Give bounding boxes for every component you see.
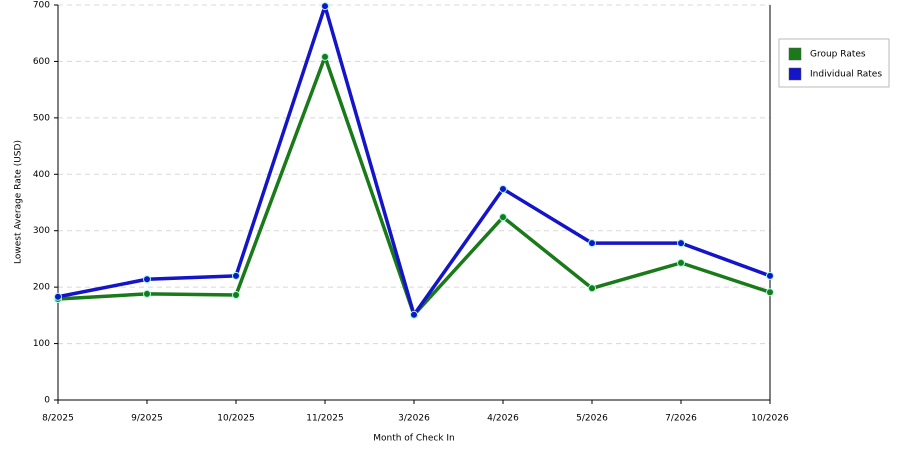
y-tick-label: 300 [33, 226, 50, 236]
data-point [143, 289, 151, 298]
data-point [143, 275, 151, 284]
data-point [232, 291, 240, 300]
y-tick-label: 500 [33, 113, 50, 123]
x-tick-label: 5/2026 [576, 414, 608, 424]
x-tick-label: 9/2025 [131, 414, 163, 424]
legend-label: Individual Rates [810, 70, 882, 80]
x-tick-label: 10/2025 [217, 414, 254, 424]
data-point [677, 258, 685, 267]
data-point [677, 239, 685, 248]
y-tick-label: 100 [33, 339, 50, 349]
y-tick-label: 600 [33, 57, 50, 67]
data-point [588, 284, 596, 293]
legend-label: Group Rates [810, 50, 866, 60]
data-point [766, 288, 774, 297]
y-axis-label: Lowest Average Rate (USD) [14, 140, 24, 264]
data-point [499, 213, 507, 222]
data-point [766, 271, 774, 280]
legend-swatch [788, 47, 802, 61]
data-point [54, 292, 62, 301]
y-tick-label: 700 [33, 1, 50, 11]
data-point [232, 271, 240, 280]
y-tick-label: 200 [33, 283, 50, 293]
y-tick-label: 400 [33, 170, 50, 180]
data-point [321, 52, 329, 61]
data-point [321, 2, 329, 11]
data-point [410, 310, 418, 319]
x-tick-label: 11/2025 [306, 414, 343, 424]
data-point [588, 239, 596, 248]
x-tick-label: 10/2026 [751, 414, 789, 424]
x-tick-label: 4/2026 [487, 414, 519, 424]
x-axis-label: Month of Check In [373, 434, 455, 444]
x-tick-label: 7/2026 [665, 414, 697, 424]
x-tick-label: 3/2026 [398, 414, 430, 424]
y-tick-label: 0 [44, 396, 50, 406]
series-line [57, 55, 771, 317]
legend-swatch [788, 67, 802, 81]
x-tick-label: 8/2025 [42, 414, 74, 424]
data-point [499, 184, 507, 193]
